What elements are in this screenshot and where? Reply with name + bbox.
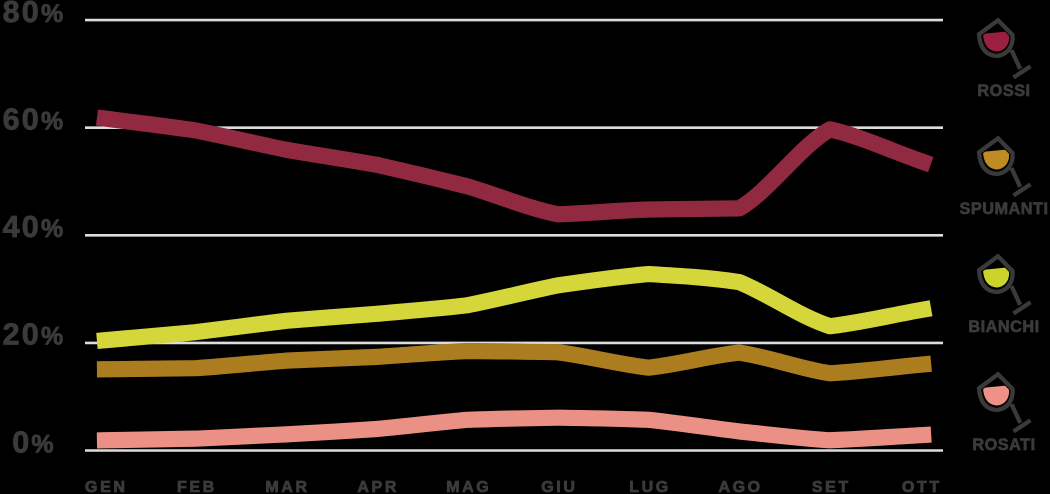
svg-text:80%: 80% — [3, 0, 66, 29]
svg-text:AGO: AGO — [718, 479, 762, 494]
svg-text:MAG: MAG — [446, 479, 491, 494]
svg-text:ROSATI: ROSATI — [972, 436, 1035, 454]
svg-text:OTT: OTT — [902, 479, 942, 494]
svg-text:MAR: MAR — [265, 479, 309, 494]
svg-text:LUG: LUG — [629, 479, 671, 494]
svg-text:FEB: FEB — [177, 479, 217, 494]
svg-text:ROSSI: ROSSI — [977, 82, 1030, 100]
svg-text:APR: APR — [357, 479, 399, 494]
svg-text:SPUMANTI: SPUMANTI — [959, 200, 1048, 218]
svg-text:SET: SET — [812, 479, 851, 494]
svg-text:GEN: GEN — [85, 479, 127, 494]
svg-text:20%: 20% — [3, 318, 66, 352]
svg-text:40%: 40% — [3, 210, 66, 244]
svg-text:0%: 0% — [12, 425, 56, 459]
svg-text:60%: 60% — [3, 103, 66, 137]
svg-text:GIU: GIU — [541, 479, 577, 494]
svg-text:BIANCHI: BIANCHI — [968, 318, 1039, 336]
